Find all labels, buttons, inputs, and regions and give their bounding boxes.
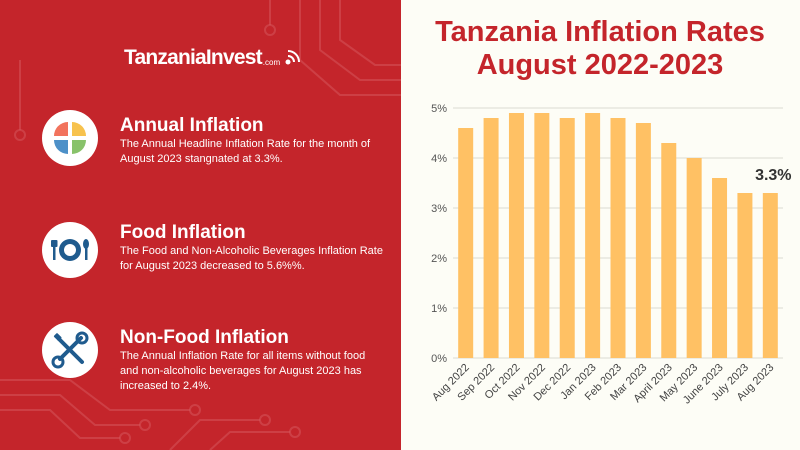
bar <box>635 123 651 358</box>
bar <box>585 113 601 358</box>
chart-title-line-2: August 2022-2023 <box>476 49 724 81</box>
circuit-background <box>0 0 401 450</box>
bar <box>737 193 753 358</box>
left-panel: TanzaniaInvest .com Annual Inflation The… <box>0 0 401 450</box>
plate-cutlery-icon <box>42 222 98 278</box>
non-food-inflation-title: Non-Food Inflation <box>120 327 289 348</box>
y-tick-label: 2% <box>431 253 447 265</box>
tanzaniainvest-logo[interactable]: TanzaniaInvest .com <box>124 40 301 70</box>
bar <box>661 143 677 358</box>
bar-annotation-label: 3.3% <box>755 167 791 184</box>
bar <box>483 118 499 358</box>
bar <box>686 158 702 358</box>
bar <box>508 113 524 358</box>
logo-signal-icon <box>285 50 301 65</box>
y-tick-label: 5% <box>431 103 447 115</box>
logo-domain: .com <box>262 58 281 67</box>
bar <box>534 113 550 358</box>
bar <box>712 178 728 358</box>
food-inflation-text: The Food and Non-Alcoholic Beverages Inf… <box>120 245 383 272</box>
chart-title-line-1: Tanzania Inflation Rates <box>435 16 765 48</box>
bar <box>559 118 575 358</box>
y-tick-label: 4% <box>431 153 447 165</box>
tools-icon <box>42 322 98 378</box>
bar <box>762 193 778 358</box>
logo-wordmark: TanzaniaInvest <box>124 46 263 69</box>
y-tick-label: 3% <box>431 203 447 215</box>
non-food-inflation-text: The Annual Inflation Rate for all items … <box>120 350 366 392</box>
annual-inflation-text: The Annual Headline Inflation Rate for t… <box>120 138 371 165</box>
chart-title: Tanzania Inflation Rates August 2022-202… <box>410 16 790 82</box>
pie-chart-icon <box>42 110 98 166</box>
y-tick-label: 0% <box>431 353 447 365</box>
annual-inflation-title: Annual Inflation <box>120 115 264 136</box>
bar <box>610 118 626 358</box>
y-tick-label: 1% <box>431 303 447 315</box>
food-inflation-title: Food Inflation <box>120 222 246 243</box>
bar <box>458 128 474 358</box>
